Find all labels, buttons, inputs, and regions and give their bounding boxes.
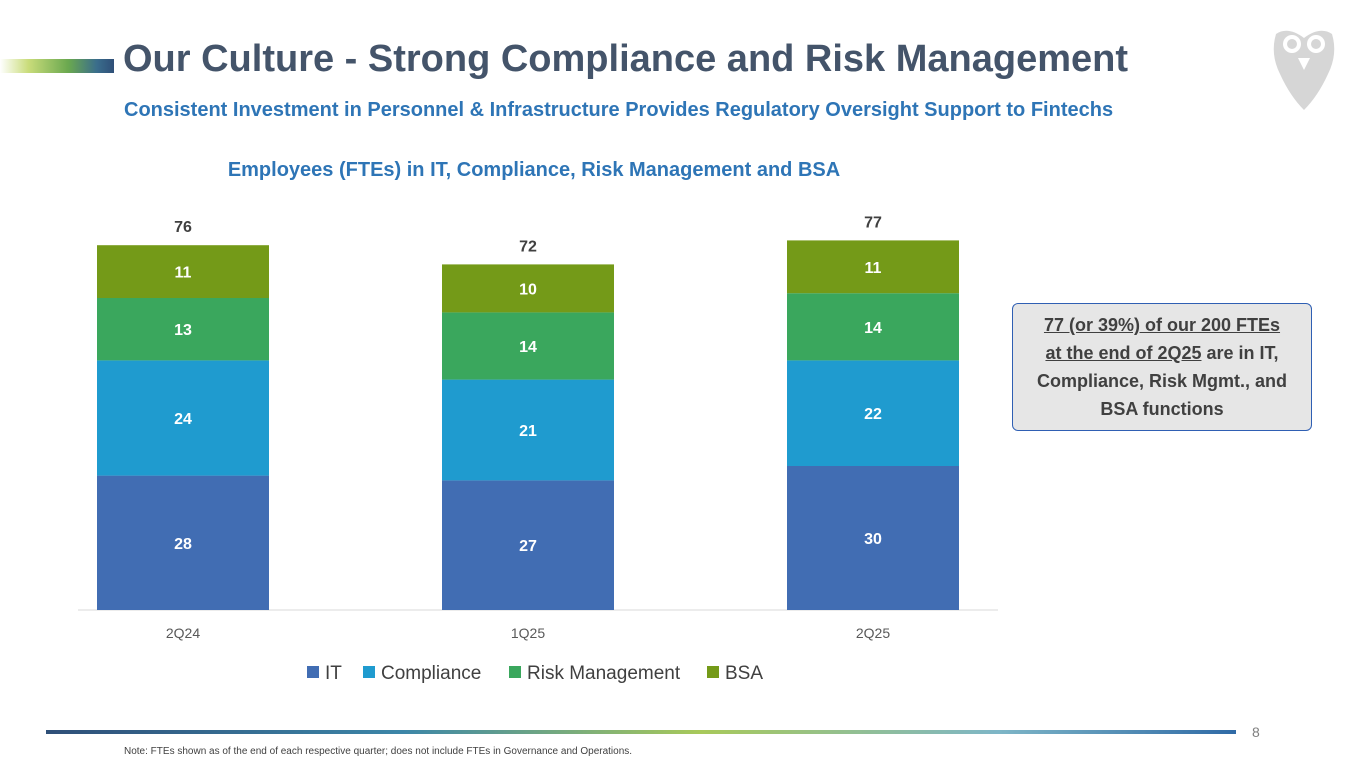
owl-logo-icon — [1273, 30, 1335, 110]
bar-risk-management-2q24 — [97, 298, 269, 361]
bar-risk-management-2q25 — [787, 293, 959, 361]
data-label-it-2q25: 30 — [864, 531, 882, 548]
page-number: 8 — [1252, 724, 1260, 740]
legend-label-risk-management: Risk Management — [527, 663, 681, 684]
bar-risk-management-1q25 — [442, 312, 614, 380]
chart-legend: IT Compliance Risk Management BSA — [307, 663, 763, 684]
page-subtitle: Consistent Investment in Personnel & Inf… — [124, 99, 1114, 121]
title-accent-bar — [0, 59, 114, 73]
callout-line2: at the end of 2Q25 — [1045, 343, 1202, 363]
bar-it-2q25 — [787, 466, 959, 610]
category-label-2q24: 2Q24 — [166, 625, 200, 641]
legend-label-bsa: BSA — [725, 663, 763, 684]
data-label-compliance-2q25: 22 — [864, 406, 882, 423]
data-label-risk-management-2q24: 13 — [174, 322, 192, 339]
stacked-bar-chart: Employees (FTEs) in IT, Compliance, Risk… — [78, 159, 998, 684]
bars-group: 28 24 13 11 76 2Q24 27 21 14 10 72 1Q25 30 22 14 11 77 2Q… — [97, 214, 959, 641]
callout-text: 77 (or 39%) of our 200 FTEs at the end o… — [1029, 311, 1295, 423]
callout-line3: Compliance, Risk Mgmt., and — [1036, 371, 1288, 391]
legend-label-compliance: Compliance — [381, 663, 481, 684]
category-label-2q25: 2Q25 — [856, 625, 890, 641]
data-label-compliance-1q25: 21 — [519, 423, 537, 440]
legend-swatch-it — [307, 666, 319, 678]
data-label-bsa-2q24: 11 — [175, 265, 192, 282]
legend-swatch-bsa — [707, 666, 719, 678]
page-title: Our Culture - Strong Compliance and Risk… — [123, 38, 1129, 80]
callout-line2-rest: are in IT, — [1201, 343, 1279, 363]
category-label-1q25: 1Q25 — [511, 625, 545, 641]
callout-line1: 77 (or 39%) of our 200 FTEs — [1043, 315, 1281, 335]
callout-box: 77 (or 39%) of our 200 FTEs at the end o… — [1012, 303, 1312, 431]
total-label-2q25: 77 — [864, 214, 882, 231]
footnote: Note: FTEs shown as of the end of each r… — [124, 746, 633, 757]
legend-label-it: IT — [325, 663, 342, 684]
footer-divider — [46, 730, 1236, 734]
legend-swatch-risk-management — [509, 666, 521, 678]
bar-compliance-2q24 — [97, 360, 269, 476]
data-label-bsa-2q25: 11 — [865, 260, 882, 277]
bar-bsa-2q24 — [97, 245, 269, 298]
bar-it-2q24 — [97, 475, 269, 610]
data-label-it-1q25: 27 — [519, 538, 537, 555]
callout-line4: BSA functions — [1100, 399, 1224, 419]
bar-bsa-2q25 — [787, 240, 959, 294]
data-label-bsa-1q25: 10 — [519, 281, 537, 298]
data-label-it-2q24: 28 — [174, 536, 192, 553]
legend-swatch-compliance — [363, 666, 375, 678]
data-label-compliance-2q24: 24 — [174, 411, 192, 428]
data-label-risk-management-1q25: 14 — [519, 339, 537, 356]
data-label-risk-management-2q25: 14 — [864, 320, 882, 337]
chart-title: Employees (FTEs) in IT, Compliance, Risk… — [228, 159, 840, 181]
total-label-1q25: 72 — [519, 238, 537, 255]
total-label-2q24: 76 — [174, 219, 192, 236]
bar-compliance-2q25 — [787, 360, 959, 466]
bar-it-1q25 — [442, 480, 614, 610]
bar-bsa-1q25 — [442, 264, 614, 313]
bar-compliance-1q25 — [442, 379, 614, 481]
